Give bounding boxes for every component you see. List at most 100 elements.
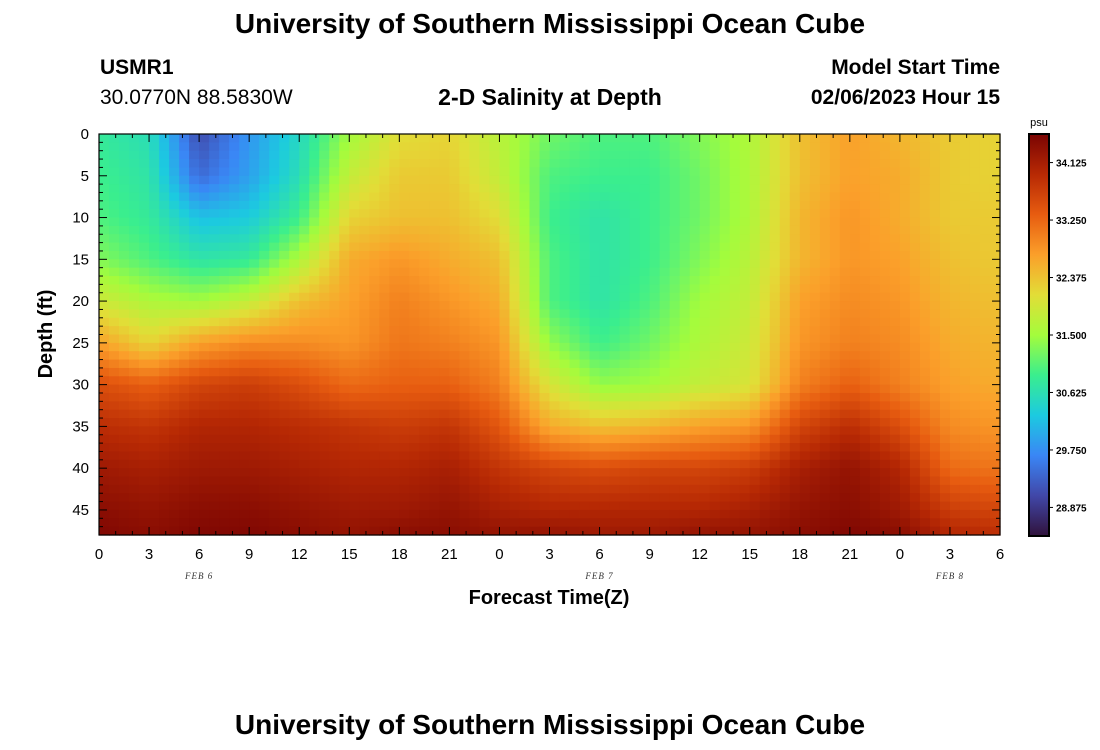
heatmap-cell [179, 351, 190, 361]
heatmap-cell [189, 451, 200, 461]
heatmap-cell [209, 175, 220, 185]
heatmap-cell [649, 418, 661, 427]
heatmap-cell [769, 443, 781, 453]
heatmap-cell [929, 426, 941, 436]
heatmap-cell [719, 351, 731, 361]
heatmap-cell [839, 484, 851, 494]
heatmap-cell [549, 326, 561, 336]
heatmap-cell [549, 392, 561, 402]
heatmap-cell [649, 334, 661, 344]
heatmap-cell [619, 175, 631, 185]
heatmap-cell [359, 225, 370, 235]
heatmap-cell [339, 501, 350, 511]
heatmap-cell [989, 334, 1001, 344]
heatmap-cell [229, 401, 240, 411]
heatmap-cell [379, 259, 390, 269]
heatmap-cell [809, 267, 821, 277]
heatmap-cell [729, 242, 741, 252]
heatmap-cell [569, 234, 581, 244]
heatmap-cell [619, 192, 631, 202]
heatmap-cell [789, 334, 801, 344]
heatmap-cell [639, 159, 651, 169]
heatmap-cell [839, 401, 851, 411]
heatmap-cell [819, 384, 831, 394]
heatmap-cell [579, 200, 591, 210]
heatmap-cell [349, 326, 360, 336]
heatmap-cell [339, 250, 350, 260]
heatmap-cell [689, 476, 701, 486]
heatmap-cell [359, 468, 370, 478]
heatmap-cell [969, 192, 981, 202]
heatmap-cell [579, 317, 591, 327]
heatmap-cell [99, 484, 110, 494]
heatmap-cell [299, 200, 310, 210]
heatmap-cell [569, 209, 581, 219]
heatmap-cell [229, 434, 240, 444]
heatmap-cell [709, 392, 721, 402]
heatmap-cell [149, 142, 160, 152]
heatmap-cell [399, 200, 410, 210]
heatmap-cell [399, 367, 410, 377]
heatmap-cell [119, 451, 130, 461]
heatmap-cell [729, 409, 741, 419]
heatmap-cell [369, 200, 380, 210]
heatmap-cell [139, 167, 150, 177]
heatmap-cell [269, 509, 280, 519]
heatmap-cell [199, 225, 210, 235]
heatmap-cell [499, 468, 511, 478]
heatmap-cell [689, 342, 701, 352]
heatmap-cell [509, 301, 521, 311]
heatmap-cell [109, 351, 120, 361]
heatmap-cell [409, 175, 420, 185]
heatmap-cell [109, 426, 120, 436]
heatmap-cell [349, 392, 360, 402]
heatmap-cell [889, 192, 901, 202]
heatmap-cell [479, 150, 491, 160]
heatmap-cell [99, 292, 110, 302]
heatmap-cell [299, 150, 310, 160]
heatmap-cell [959, 384, 971, 394]
heatmap-cell [119, 184, 130, 194]
heatmap-cell [669, 175, 681, 185]
heatmap-cell [119, 334, 130, 344]
heatmap-cell [639, 134, 651, 143]
heatmap-cell [809, 250, 821, 260]
heatmap-cell [189, 309, 200, 319]
heatmap-cell [489, 242, 501, 252]
heatmap-cell [549, 401, 561, 411]
heatmap-cell [679, 217, 691, 227]
heatmap-cell [609, 342, 621, 352]
heatmap-cell [529, 276, 541, 285]
heatmap-cell [579, 234, 591, 244]
heatmap-cell [579, 134, 591, 143]
heatmap-cell [859, 134, 871, 143]
heatmap-cell [159, 509, 170, 519]
heatmap-cell [309, 334, 320, 344]
heatmap-cell [909, 284, 921, 294]
heatmap-cell [479, 468, 491, 478]
heatmap-cell [369, 434, 380, 444]
heatmap-cell [219, 217, 230, 227]
heatmap-cell [889, 426, 901, 436]
heatmap-cell [809, 184, 821, 194]
heatmap-cell [849, 234, 861, 244]
heatmap-cell [779, 209, 791, 219]
heatmap-cell [219, 526, 230, 536]
heatmap-cell [529, 309, 541, 319]
heatmap-cell [289, 242, 300, 252]
heatmap-cell [679, 242, 691, 252]
heatmap-cell [489, 301, 501, 311]
heatmap-cell [379, 234, 390, 244]
heatmap-cell [959, 250, 971, 260]
heatmap-cell [429, 367, 440, 377]
heatmap-cell [239, 426, 250, 436]
heatmap-cell [299, 418, 310, 427]
heatmap-cell [149, 526, 160, 536]
x-tick-label: 21 [841, 546, 858, 563]
heatmap-cell [109, 459, 120, 469]
heatmap-cell [409, 259, 420, 269]
heatmap-cell [909, 301, 921, 311]
heatmap-cell [919, 259, 931, 269]
heatmap-cell [489, 159, 501, 169]
heatmap-cell [279, 142, 290, 152]
